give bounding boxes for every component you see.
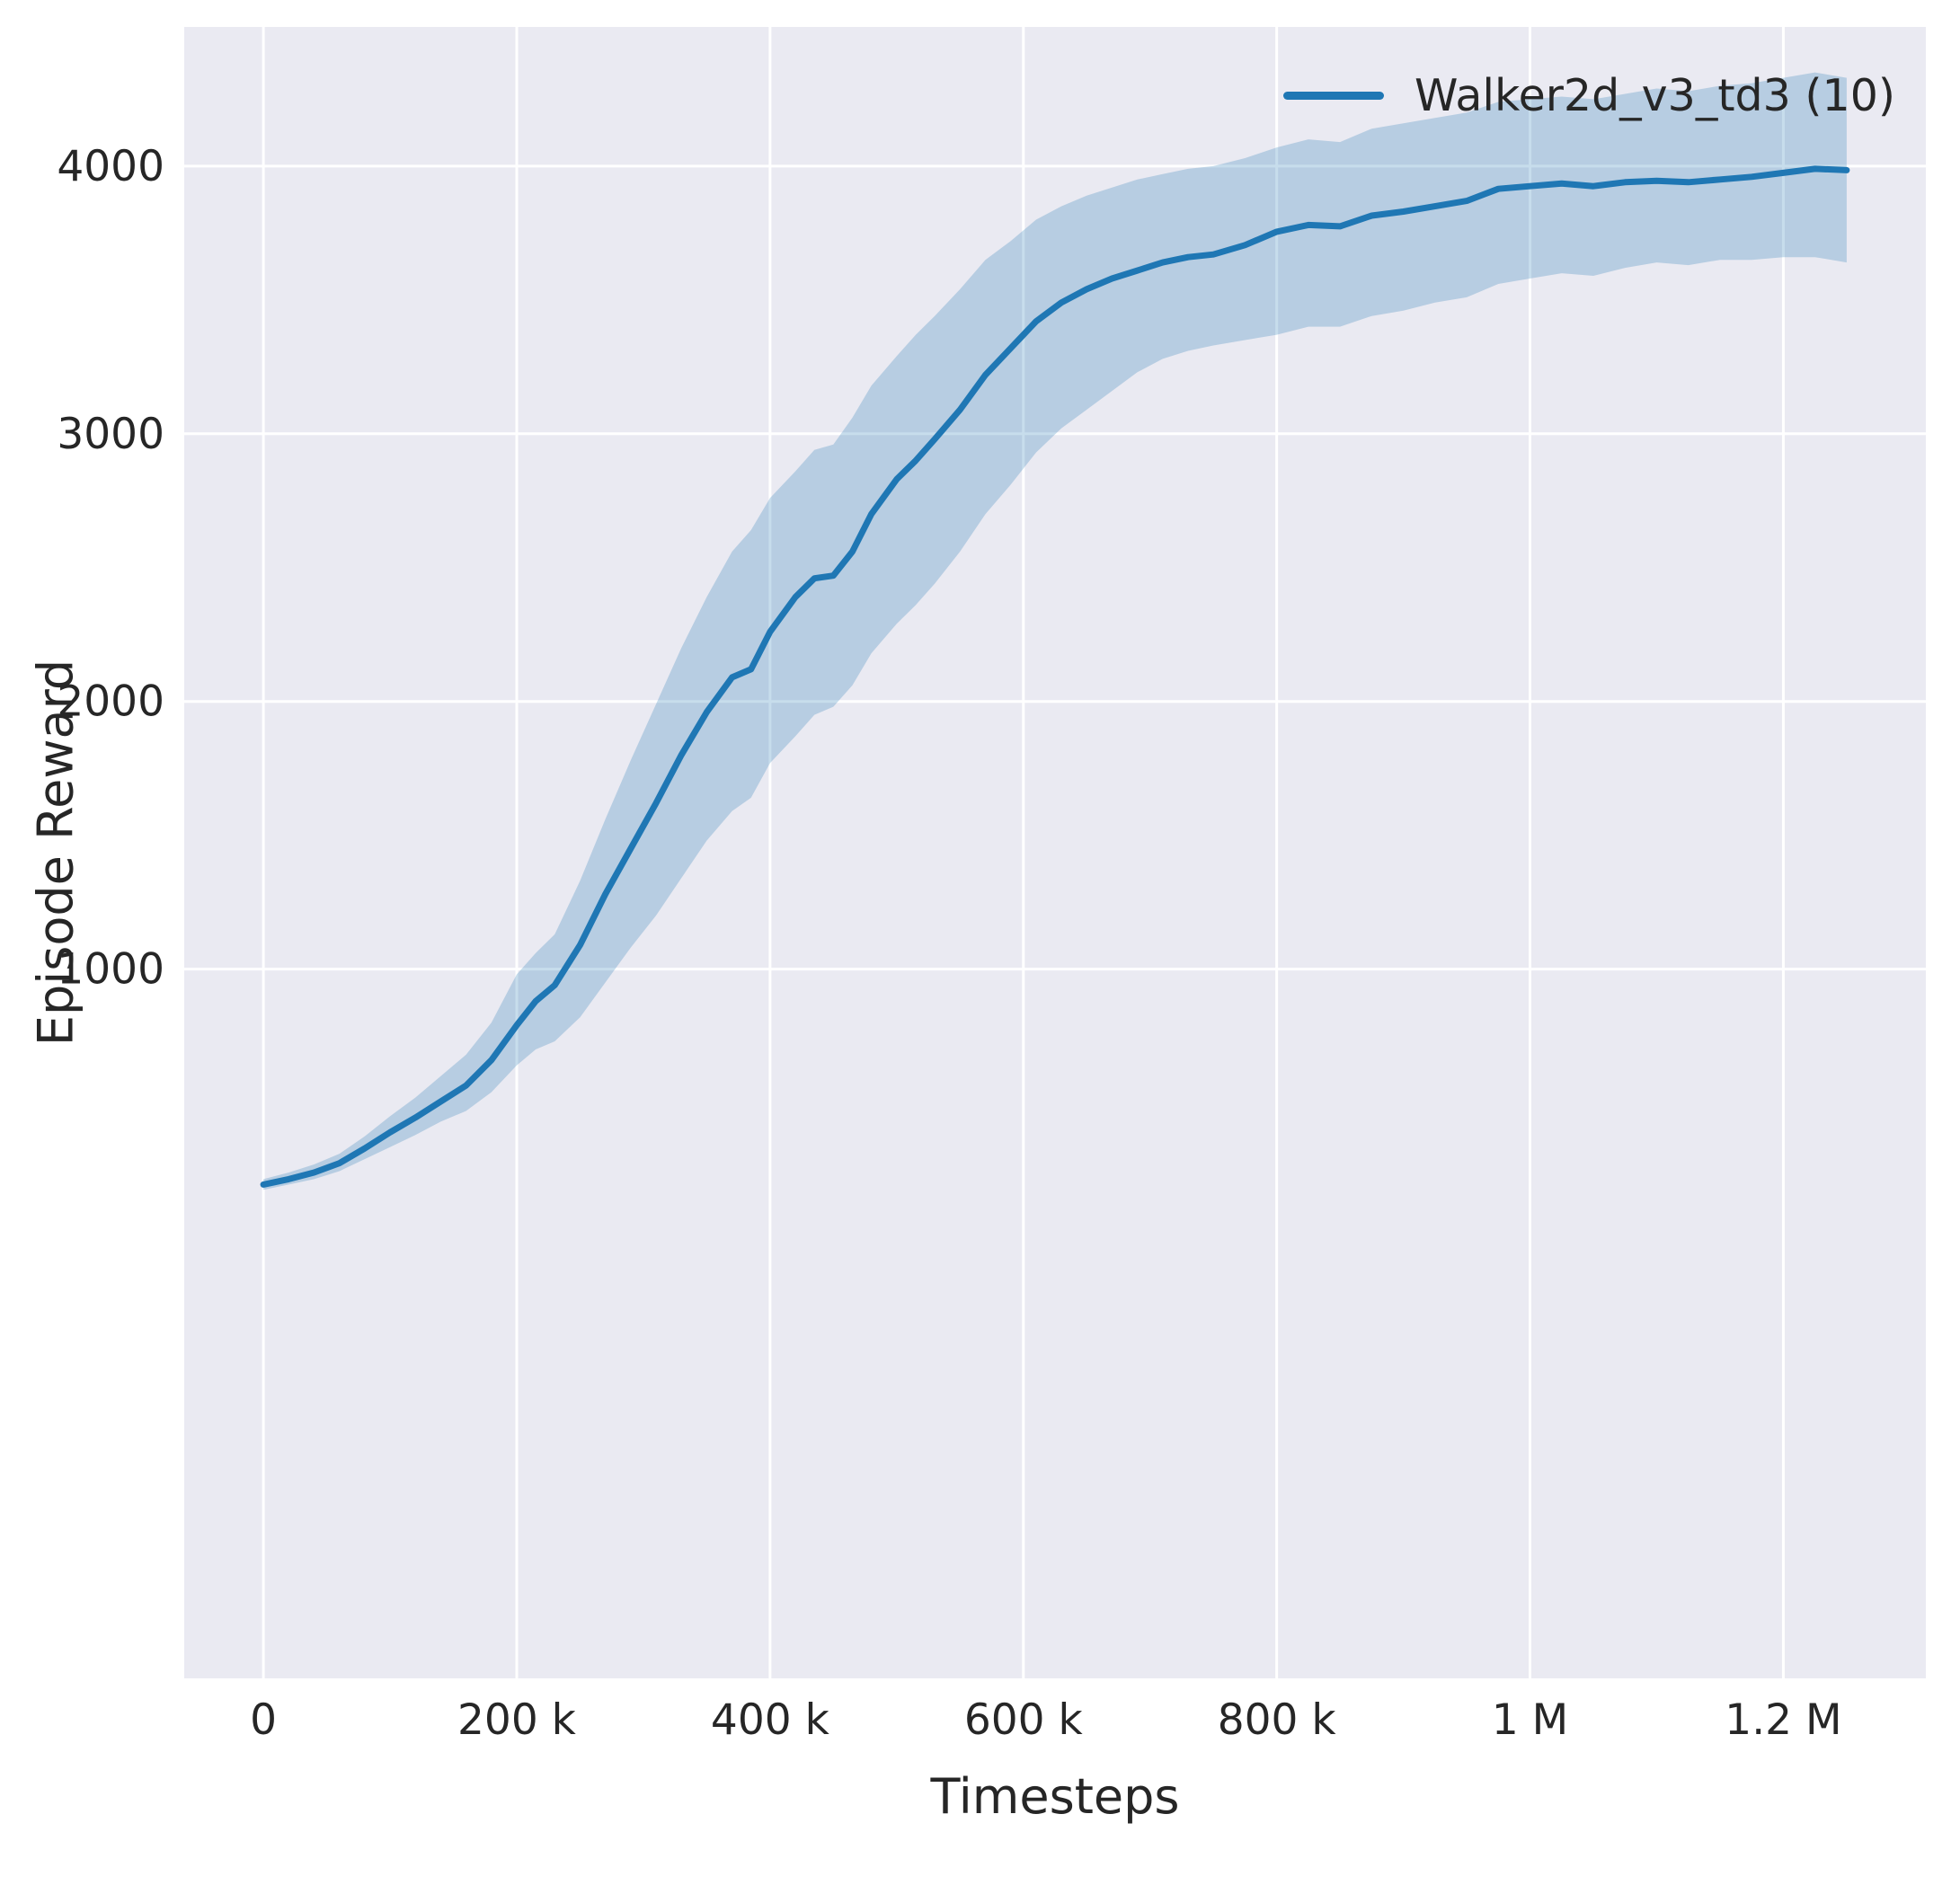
x-tick-label: 400 k [711,1695,830,1745]
confidence-band [263,72,1847,1190]
y-axis-label: Episode Reward [27,659,84,1047]
x-tick-label: 1 M [1492,1695,1568,1745]
x-tick-label: 600 k [964,1695,1084,1745]
y-tick-label: 1000 [57,945,164,995]
x-axis-label: Timesteps [930,1768,1180,1825]
legend: Walker2d_v3_td3 (10) [1283,70,1895,121]
y-tick-label: 3000 [57,410,164,459]
x-tick-label: 1.2 M [1725,1695,1841,1745]
legend-line-sample-icon [1283,92,1385,100]
y-tick-label: 2000 [57,677,164,727]
x-tick-label: 800 k [1218,1695,1337,1745]
x-tick-label: 0 [250,1695,277,1745]
x-tick-label: 200 k [457,1695,577,1745]
legend-label: Walker2d_v3_td3 (10) [1415,70,1895,121]
mean-line [260,165,1850,1188]
plot-background [184,27,1926,1678]
y-tick-label: 4000 [57,142,164,191]
